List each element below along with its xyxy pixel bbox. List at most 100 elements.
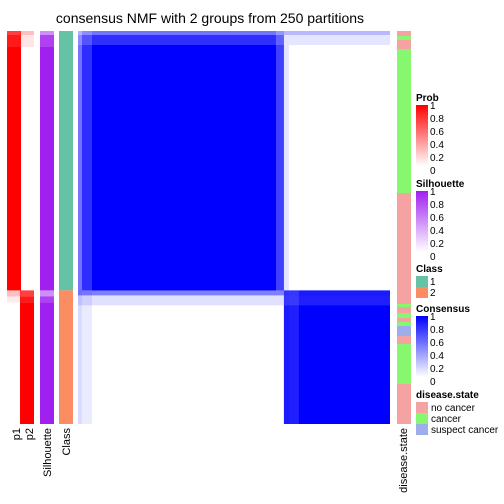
consensus-band <box>275 31 284 291</box>
consensus-matrix <box>78 31 390 424</box>
legend-disease-state-title: disease.state <box>416 390 479 401</box>
p1-track-cell <box>7 290 21 297</box>
label-p2: p2 <box>24 428 36 440</box>
legend-prob-tick: 0.4 <box>430 140 444 151</box>
consensus-core-1 <box>92 45 276 291</box>
consensus-band <box>283 290 390 296</box>
legend-disease-swatch-suspect-cancer <box>416 424 428 435</box>
disease-state-cell-no-cancer <box>397 318 411 322</box>
consensus-band <box>78 31 284 35</box>
legend-silhouette-tick: 0.8 <box>430 200 444 211</box>
legend-class-title: Class <box>416 264 443 275</box>
consensus-band <box>82 31 92 291</box>
disease-state-cell-cancer <box>397 344 411 384</box>
disease-state-cell-suspect-cancer <box>397 326 411 336</box>
class-track-cell-2 <box>59 290 73 424</box>
legend-class-swatch-1 <box>416 276 428 287</box>
legend-class-label-1: 1 <box>430 277 436 288</box>
p2-track-cell <box>20 302 34 424</box>
legend-silhouette-tick: 0.6 <box>430 213 444 224</box>
legend-class: Class 1 2 <box>416 264 443 299</box>
legend-disease-swatch-cancer <box>416 413 428 424</box>
legend-disease-label-cancer: cancer <box>431 414 462 425</box>
label-class: Class <box>61 428 73 456</box>
consensus-offdiag <box>78 290 82 424</box>
p1-track-cell <box>7 31 21 35</box>
chart-title: consensus NMF with 2 groups from 250 par… <box>56 10 364 26</box>
legend-consensus: Consensus 1 0.8 0.6 0.4 0.2 0 <box>416 304 470 388</box>
consensus-band <box>283 295 390 306</box>
disease-state-cell-cancer <box>397 36 411 40</box>
p1-track-cell <box>7 35 21 47</box>
legend-consensus-bar <box>416 316 428 377</box>
legend-disease-label-suspect-cancer: suspect cancer <box>431 425 499 436</box>
disease-state-track <box>397 31 411 424</box>
legend-disease-swatch-no-cancer <box>416 402 428 413</box>
legend-consensus-tick: 1 <box>430 312 436 323</box>
disease-state-cell-no-cancer <box>397 336 411 344</box>
consensus-offdiag <box>283 31 390 35</box>
legend-prob-title: Prob <box>416 93 439 104</box>
consensus-offdiag <box>78 295 284 306</box>
label-disease-state: disease.state <box>398 428 410 493</box>
legend-prob: Prob 1 0.8 0.6 0.4 0.2 0 <box>416 93 444 177</box>
legend-silhouette: Silhouette 1 0.8 0.6 0.4 0.2 0 <box>416 179 465 263</box>
consensus-band <box>283 290 289 424</box>
silhouette-track-cell <box>40 31 54 35</box>
silhouette-track-cell <box>40 290 54 297</box>
legend-consensus-title: Consensus <box>416 304 470 315</box>
disease-state-cell-no-cancer <box>397 40 411 49</box>
p1-track-cell <box>7 296 21 303</box>
legend-prob-tick: 0 <box>430 166 436 177</box>
consensus-band <box>288 290 299 424</box>
legend-prob-bar <box>416 105 428 166</box>
column-labels: p1 p2 Silhouette Class disease.state <box>11 428 410 493</box>
label-silhouette: Silhouette <box>42 428 54 477</box>
consensus-band <box>78 31 82 291</box>
consensus-offdiag <box>82 290 92 424</box>
p2-track-cell <box>20 31 34 35</box>
legend-silhouette-tick: 0.2 <box>430 239 444 250</box>
silhouette-track-cell <box>40 35 54 47</box>
p2-track-cell <box>20 290 34 297</box>
silhouette-track-cell <box>40 296 54 303</box>
legend-silhouette-tick: 1 <box>430 187 436 198</box>
legend-silhouette-title: Silhouette <box>416 179 465 190</box>
disease-state-cell-cancer <box>397 313 411 318</box>
silhouette-track-cell <box>40 47 54 291</box>
legend-prob-tick: 0.2 <box>430 153 444 164</box>
disease-state-cell-cancer <box>397 304 411 307</box>
disease-state-cell-no-cancer <box>397 307 411 313</box>
disease-state-cell-cancer <box>397 322 411 326</box>
consensus-offdiag <box>78 290 284 296</box>
legend-consensus-tick: 0.8 <box>430 325 444 336</box>
legend-class-swatch-2 <box>416 287 428 298</box>
consensus-offdiag <box>283 35 390 45</box>
annotation-tracks <box>7 31 73 424</box>
legend-silhouette-tick: 0.4 <box>430 226 444 237</box>
p1-track-cell <box>7 47 21 291</box>
disease-state-cell-cancer <box>397 49 411 193</box>
p2-track-cell <box>20 296 34 303</box>
legend-disease-state: disease.state no cancer cancer suspect c… <box>416 390 499 436</box>
legend-consensus-tick: 0.2 <box>430 364 444 375</box>
legend-silhouette-bar <box>416 191 428 252</box>
class-track-cell-1 <box>59 31 73 291</box>
disease-state-cell-no-cancer <box>397 384 411 424</box>
legend-consensus-tick: 0.6 <box>430 338 444 349</box>
consensus-offdiag <box>283 45 289 291</box>
silhouette-track-cell <box>40 302 54 424</box>
legend-consensus-tick: 0.4 <box>430 351 444 362</box>
legend-disease-label-no-cancer: no cancer <box>431 403 476 414</box>
legend-consensus-tick: 0 <box>430 377 436 388</box>
label-p1: p1 <box>11 428 23 440</box>
disease-state-cell-no-cancer <box>397 31 411 36</box>
legend-prob-tick: 0.8 <box>430 114 444 125</box>
disease-state-cell-no-cancer <box>397 193 411 304</box>
legend-prob-tick: 0.6 <box>430 127 444 138</box>
legend-class-label-2: 2 <box>430 288 436 299</box>
legend-silhouette-tick: 0 <box>430 252 436 263</box>
consensus-block-2 <box>283 290 390 424</box>
legend-prob-tick: 1 <box>430 101 436 112</box>
